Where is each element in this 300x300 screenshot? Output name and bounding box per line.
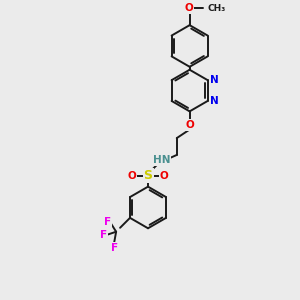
Text: N: N	[210, 96, 219, 106]
Text: F: F	[111, 243, 118, 253]
Text: HN: HN	[153, 155, 171, 165]
Text: N: N	[210, 75, 219, 85]
Text: O: O	[184, 3, 193, 13]
Text: O: O	[128, 171, 136, 181]
Text: F: F	[104, 217, 111, 227]
Text: F: F	[100, 230, 107, 240]
Text: S: S	[143, 169, 152, 182]
Text: O: O	[185, 120, 194, 130]
Text: CH₃: CH₃	[208, 4, 226, 13]
Text: O: O	[160, 171, 168, 181]
